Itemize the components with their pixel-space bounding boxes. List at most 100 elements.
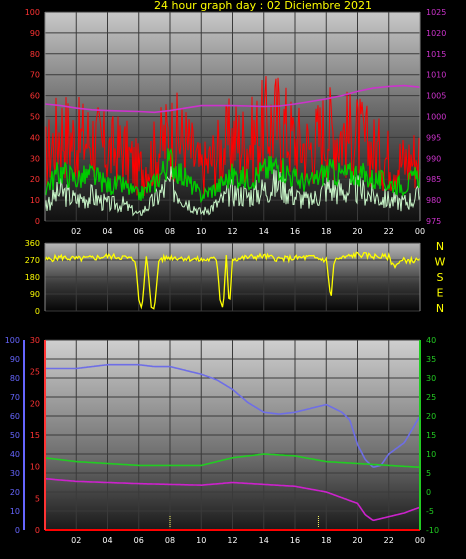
p1-time-tick: 22: [384, 227, 394, 236]
p3-right-tick: 20: [426, 412, 436, 421]
p3-humidity-tick: 10: [10, 507, 20, 516]
p2-left-tick: 360: [25, 239, 40, 248]
p1-left-tick: 40: [30, 133, 40, 142]
p3-time-tick: 08: [165, 536, 175, 545]
p1-right-tick: 990: [426, 154, 441, 163]
p3-right-tick: 15: [426, 431, 436, 440]
p3-time-tick: 06: [134, 536, 144, 545]
p1-right-tick: 1025: [426, 8, 446, 17]
p1-time-tick: 12: [227, 227, 237, 236]
p1-left-tick: 0: [35, 217, 40, 226]
wind-direction-axes: 360 270 180 90 0: [25, 239, 421, 316]
p3-time-tick: 16: [290, 536, 300, 545]
p3-time-tick: 12: [227, 536, 237, 545]
p3-time-tick: 10: [196, 536, 206, 545]
wind-avg-line: [44, 147, 421, 204]
p1-time-tick: 02: [71, 227, 81, 236]
compass-label: W: [435, 256, 446, 269]
p1-right-tick: 975: [426, 217, 441, 226]
p1-left-tick: 80: [30, 50, 40, 59]
p1-time-tick: 16: [290, 227, 300, 236]
p3-time-tick: 20: [352, 536, 362, 545]
p1-left-tick: 90: [30, 29, 40, 38]
wind-direction-line: [44, 251, 421, 310]
p3-humidity-tick: 30: [10, 469, 20, 478]
p3-humidity-tick: 70: [10, 393, 20, 402]
p1-time-tick: 06: [134, 227, 144, 236]
p3-right-tick: 40: [426, 336, 436, 345]
pressure-line: [44, 84, 421, 114]
graph-title: 24 hour graph day : 02 Diciembre 2021: [154, 0, 372, 12]
p1-left-tick: 70: [30, 71, 40, 80]
p3-temp-left-tick: 20: [30, 399, 40, 408]
p3-time-tick: 18: [321, 536, 331, 545]
temp_magenta-line: [44, 477, 421, 522]
p3-humidity-tick: 20: [10, 488, 20, 497]
p1-right-tick: 1005: [426, 92, 446, 101]
wind-direction-series: [44, 251, 421, 310]
humidity-temperature-axes: 4035302520151050-5-101009080706050403020…: [5, 336, 439, 545]
p1-left-tick: 30: [30, 154, 40, 163]
p1-left-tick: 100: [25, 8, 40, 17]
p1-right-tick: 1020: [426, 29, 446, 38]
p1-time-tick: 10: [196, 227, 206, 236]
p1-left-tick: 50: [30, 113, 40, 122]
p1-left-tick: 60: [30, 92, 40, 101]
p3-time-tick: 04: [102, 536, 112, 545]
p3-humidity-tick: 40: [10, 450, 20, 459]
p3-humidity-tick: 100: [5, 336, 20, 345]
p3-humidity-tick: 60: [10, 412, 20, 421]
p3-humidity-tick: 90: [10, 355, 20, 364]
p3-time-tick: 14: [259, 536, 269, 545]
p3-time-tick: 22: [384, 536, 394, 545]
p3-humidity-tick: 80: [10, 374, 20, 383]
p3-temp-left-tick: 10: [30, 463, 40, 472]
p3-temp-left-tick: 0: [35, 526, 40, 535]
p2-left-tick: 180: [25, 273, 40, 282]
compass-label: N: [436, 302, 444, 315]
p3-time-tick: 02: [71, 536, 81, 545]
temp_green-line: [44, 453, 421, 469]
p3-time-tick: 00: [415, 536, 425, 545]
p1-time-tick: 00: [415, 227, 425, 236]
p1-right-tick: 985: [426, 175, 441, 184]
p3-temp-left-tick: 5: [35, 494, 40, 503]
p3-right-tick: 25: [426, 393, 436, 402]
p1-time-tick: 20: [352, 227, 362, 236]
p1-time-tick: 04: [102, 227, 112, 236]
p3-right-tick: 5: [426, 469, 431, 478]
p1-right-tick: 980: [426, 196, 441, 205]
p3-right-tick: -10: [426, 526, 439, 535]
wind-gust-line: [44, 75, 421, 196]
p3-temp-left-tick: 25: [30, 368, 40, 377]
p1-left-tick: 20: [30, 175, 40, 184]
p3-temp-left-tick: 15: [30, 431, 40, 440]
p3-right-tick: 30: [426, 374, 436, 383]
humidity-line: [45, 363, 421, 468]
p2-left-tick: 90: [30, 290, 40, 299]
p2-left-tick: 270: [25, 256, 40, 265]
compass-label: S: [437, 271, 444, 284]
p3-right-tick: 0: [426, 488, 431, 497]
p3-right-tick: 35: [426, 355, 436, 364]
wind-pressure-axes: 1009080706050403020100102510201015101010…: [25, 8, 447, 236]
compass-label: N: [436, 240, 444, 253]
p3-humidity-tick: 50: [10, 431, 20, 440]
p3-right-tick: -5: [426, 507, 434, 516]
p3-right-tick: 10: [426, 450, 436, 459]
humidity-temperature-series: [44, 363, 421, 531]
p1-left-tick: 10: [30, 196, 40, 205]
p1-right-tick: 1015: [426, 50, 446, 59]
p1-time-tick: 08: [165, 227, 175, 236]
p3-temp-left-tick: 30: [30, 336, 40, 345]
wind-pressure-series: [44, 75, 421, 217]
wind-light-line: [44, 166, 421, 217]
p3-humidity-tick: 0: [15, 526, 20, 535]
p1-right-tick: 1000: [426, 113, 446, 122]
compass-label: E: [437, 287, 444, 300]
p1-right-tick: 1010: [426, 71, 446, 80]
p1-time-tick: 18: [321, 227, 331, 236]
